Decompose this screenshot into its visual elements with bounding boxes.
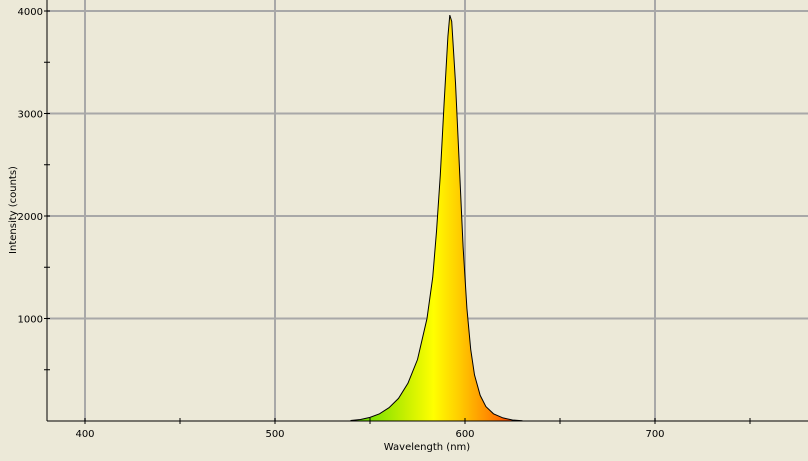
y-tick-label: 4000 [18,7,43,18]
axes: 1000 2000 3000 4000 400 500 600 700 [18,0,808,440]
x-tick-label: 400 [75,429,94,440]
x-tick-label: 600 [455,429,474,440]
x-axis-label: Wavelength (nm) [384,442,470,453]
y-axis-label: Intensity (counts) [8,166,19,254]
spectrum-area [350,14,523,422]
y-tick-label: 3000 [18,110,43,121]
y-tick-label: 1000 [18,315,43,326]
x-tick-label: 700 [645,429,664,440]
y-tick-label: 2000 [18,212,43,223]
x-tick-label: 500 [265,429,284,440]
